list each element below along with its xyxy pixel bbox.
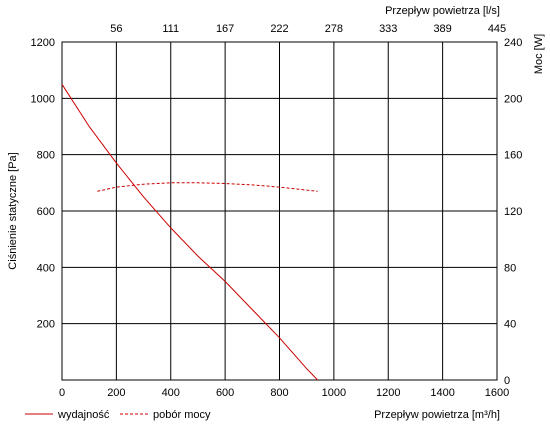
y-tick-label: 1200 [31, 37, 55, 49]
legend-label-pobor-mocy: pobór mocy [153, 409, 211, 421]
x-tick-label: 400 [162, 387, 180, 399]
x2-tick-label: 333 [379, 23, 397, 35]
x-axis-label: Przepływ powietrza [m³/h] [374, 409, 500, 421]
y-axis-ticks: 200 400 600 800 1000 1200 [31, 37, 55, 331]
y-axis-label: Ciśnienie statyczne [Pa] [7, 152, 19, 269]
y2-axis-ticks: 0 40 80 120 160 200 240 [504, 37, 522, 387]
x-tick-label: 200 [107, 387, 125, 399]
series-line-pobor-mocy [97, 182, 318, 192]
y2-tick-label: 80 [504, 262, 516, 274]
x2-tick-label: 222 [270, 23, 288, 35]
y2-axis-label: Moc [W] [533, 34, 545, 74]
series-group [61, 84, 318, 381]
x2-tick-label: 111 [162, 23, 179, 35]
series-line-wydajnosc [61, 84, 318, 381]
grid [62, 42, 497, 380]
x2-tick-label: 445 [488, 23, 506, 35]
y2-tick-label: 120 [504, 206, 522, 218]
x2-tick-label: 389 [433, 23, 451, 35]
y2-tick-label: 0 [504, 375, 510, 387]
x-tick-label: 1600 [485, 387, 509, 399]
y2-tick-label: 200 [504, 93, 522, 105]
y-tick-label: 200 [37, 319, 55, 331]
x-tick-label: 1000 [322, 387, 346, 399]
x-tick-label: 800 [270, 387, 288, 399]
x-tick-label: 0 [59, 387, 65, 399]
x-axis-ticks: 0 200 400 600 800 1000 1200 1400 1600 [59, 387, 509, 399]
y2-tick-label: 240 [504, 37, 522, 49]
legend: wydajność pobór mocy [25, 409, 211, 421]
y2-tick-label: 160 [504, 150, 522, 162]
x2-tick-label: 278 [325, 23, 343, 35]
y-tick-label: 400 [37, 262, 55, 274]
x-tick-label: 600 [216, 387, 234, 399]
x2-axis-label: Przepływ powietrza [l/s] [385, 5, 500, 17]
y2-tick-label: 40 [504, 319, 516, 331]
plot-frame [61, 41, 498, 381]
x-tick-label: 1400 [430, 387, 454, 399]
y-tick-label: 600 [37, 206, 55, 218]
x2-tick-label: 167 [216, 23, 234, 35]
x2-axis-ticks: 56 111 167 222 278 333 389 445 [110, 23, 506, 35]
x-tick-label: 1200 [376, 387, 400, 399]
legend-label-wydajnosc: wydajność [57, 409, 110, 421]
y-tick-label: 1000 [31, 93, 55, 105]
y-tick-label: 800 [37, 150, 55, 162]
x2-tick-label: 56 [110, 23, 122, 35]
